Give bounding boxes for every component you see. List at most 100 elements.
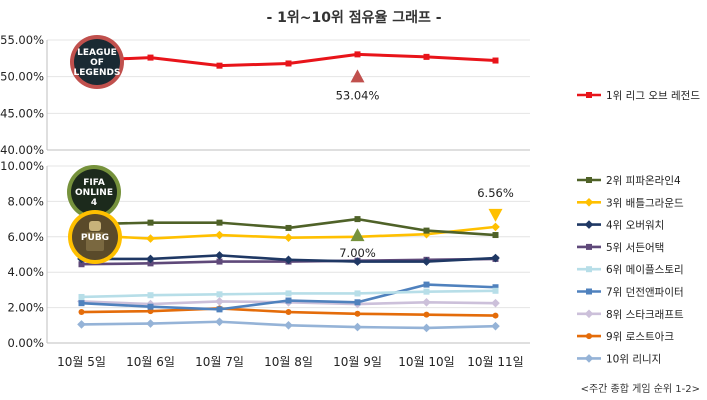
legend-label: 9위 로스트아크 [606, 330, 674, 343]
legend-marker [584, 309, 594, 319]
series-9위 로스트아크 [78, 305, 499, 319]
data-point [285, 224, 292, 231]
data-point [353, 257, 362, 266]
series-1위 리그 오브 레전드 [78, 51, 499, 69]
legend-item: 6위 메이플스토리 [577, 263, 684, 276]
data-point [423, 288, 430, 295]
logo-text: LEAGUE [77, 48, 117, 58]
legend-marker [586, 333, 592, 340]
data-point [216, 291, 223, 298]
bottom-y-tick-label: 6.00% [7, 230, 44, 244]
logo-text: OF [90, 58, 104, 68]
x-tick-label: 10월 8일 [264, 355, 313, 369]
x-tick-label: 10월 5일 [57, 355, 106, 369]
data-point [215, 251, 224, 260]
bottom-y-tick-label: 2.00% [7, 301, 44, 315]
legend-item: 3위 배틀그라운드 [577, 196, 684, 209]
logo-text: 4 [91, 198, 97, 208]
legend-item: 9위 로스트아크 [577, 330, 674, 343]
logo-face [74, 39, 120, 85]
top-y-tick-label: 55.00% [0, 33, 44, 47]
data-point [284, 255, 293, 265]
logo-text: LEGENDS [74, 68, 121, 78]
legend-item: 5위 서든어택 [577, 241, 664, 254]
legend-item: 1위 리그 오브 레전드 [577, 89, 700, 102]
logo-text: FIFA [83, 178, 105, 188]
legend-marker [584, 197, 594, 207]
data-point [492, 57, 499, 64]
data-point [423, 53, 430, 60]
data-point [285, 290, 292, 297]
data-point [354, 216, 361, 223]
legend-label: 8위 스타크래프트 [606, 308, 684, 321]
logo-text: ONLINE [75, 188, 113, 198]
legend-item: 4위 오버워치 [577, 219, 664, 232]
data-point [216, 219, 223, 226]
legend-marker [586, 92, 592, 98]
data-point [146, 234, 155, 243]
data-point [216, 62, 223, 69]
data-point [284, 233, 293, 243]
logo-helmet [89, 221, 101, 231]
data-point [146, 254, 155, 264]
data-point [423, 281, 430, 288]
data-point [78, 261, 85, 268]
game-logo: PUBG [68, 210, 122, 264]
data-point [422, 323, 431, 333]
annotation-arrow-down [488, 208, 503, 222]
legend-label: 2위 피파온라인4 [606, 174, 681, 187]
data-point [285, 297, 292, 304]
legend: 1위 리그 오브 레전드 2위 피파온라인4 3위 배틀그라운드 4위 오버워치 5위 … [577, 89, 700, 365]
annotation-label: 7.00% [339, 246, 376, 260]
legend-marker [584, 354, 594, 363]
chart-title: - 1위~10위 점유율 그래프 - [266, 9, 441, 26]
data-point [491, 253, 500, 263]
data-point [78, 309, 85, 316]
data-point [215, 317, 224, 327]
series-6위 메이플스토리 [78, 287, 499, 300]
bottom-y-tick-label: 8.00% [7, 194, 44, 208]
data-point [354, 299, 361, 306]
bottom-y-tick-label: 0.00% [7, 336, 44, 350]
data-point [492, 287, 499, 294]
source-note: <주간 종합 게임 순위 1-2> [581, 382, 700, 395]
top-y-tick-label: 50.00% [0, 70, 44, 84]
legend-marker [586, 288, 592, 295]
x-tick-label: 10월 11일 [467, 355, 523, 369]
data-point [422, 297, 431, 307]
data-point [77, 320, 86, 329]
logo-face [71, 169, 117, 215]
data-point [285, 60, 292, 67]
legend-item: 8위 스타크래프트 [577, 308, 684, 321]
top-y-tick-label: 45.00% [0, 106, 44, 120]
x-tick-label: 10월 10일 [398, 355, 454, 369]
series-10위 리니지 [77, 317, 500, 333]
annotation-arrow-up [350, 69, 365, 83]
data-point [354, 51, 361, 58]
data-point [285, 309, 292, 316]
data-point [284, 320, 293, 330]
legend-marker [586, 266, 592, 273]
data-point [147, 260, 154, 267]
data-point [354, 290, 361, 297]
data-point [423, 311, 430, 318]
data-point [492, 284, 499, 291]
legend-label: 5위 서든어택 [606, 241, 664, 254]
data-point [216, 258, 223, 265]
data-point [147, 292, 154, 299]
annotation-arrow-up [350, 228, 365, 242]
legend-label: 6위 메이플스토리 [606, 263, 684, 276]
bottom-y-tick-label: 4.00% [7, 265, 44, 279]
data-point [78, 293, 85, 300]
data-point [78, 300, 85, 307]
data-point [215, 297, 224, 306]
annotation-label: 53.04% [336, 88, 380, 102]
data-point [147, 303, 154, 310]
logo-text: PUBG [81, 233, 109, 243]
legend-item: 10위 리니지 [577, 352, 661, 365]
legend-item: 7위 던전앤파이터 [577, 286, 684, 299]
